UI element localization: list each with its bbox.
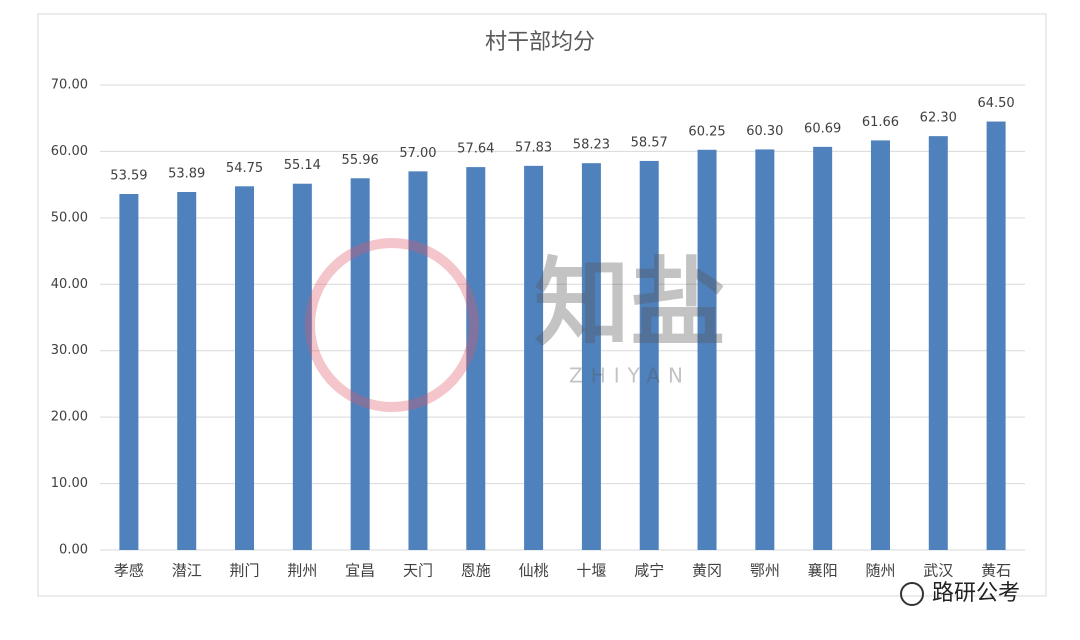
value-label: 60.30	[746, 124, 783, 139]
y-tick-label: 70.00	[51, 78, 88, 93]
x-tick-label: 咸宁	[634, 562, 664, 580]
x-tick-label: 恩施	[461, 562, 491, 580]
bar	[119, 194, 139, 551]
x-tick-label: 天门	[403, 562, 433, 580]
wechat-icon	[900, 582, 924, 606]
x-tick-label: 孝感	[114, 562, 144, 580]
account-name: 路研公考	[932, 581, 1020, 606]
y-tick-label: 0.00	[59, 543, 88, 558]
bar	[928, 136, 948, 550]
x-tick-label: 宜昌	[345, 562, 375, 580]
watermark-subtext: ZHIYAN	[569, 364, 691, 388]
y-tick-label: 60.00	[51, 144, 88, 159]
value-label: 58.23	[573, 138, 610, 153]
x-tick-label: 潜江	[172, 562, 202, 580]
x-tick-label: 武汉	[923, 562, 953, 580]
value-label: 53.89	[168, 167, 205, 182]
bar	[986, 121, 1006, 551]
bar	[755, 149, 775, 550]
value-label: 57.64	[457, 142, 494, 157]
bar	[581, 163, 601, 550]
x-tick-label: 十堰	[576, 562, 606, 580]
watermark-logo	[305, 238, 479, 412]
bar	[408, 171, 428, 550]
value-label: 57.00	[399, 146, 436, 161]
y-tick-label: 30.00	[51, 343, 88, 358]
value-label: 61.66	[862, 115, 899, 130]
value-label: 55.14	[284, 158, 321, 173]
bar	[350, 178, 370, 550]
value-label: 64.50	[977, 96, 1014, 111]
bar	[177, 192, 197, 551]
x-tick-label: 襄阳	[808, 562, 838, 580]
bar	[639, 160, 659, 550]
y-tick-label: 50.00	[51, 210, 88, 225]
x-tick-label: 黄石	[981, 562, 1011, 580]
bar	[466, 167, 486, 550]
bar	[813, 146, 833, 550]
bar	[524, 165, 544, 550]
bar	[292, 183, 312, 550]
x-tick-label: 黄冈	[692, 562, 722, 580]
watermark-text: 知盐	[534, 247, 726, 359]
bar	[235, 186, 255, 550]
x-tick-label: 鄂州	[750, 562, 780, 580]
value-label: 58.57	[631, 135, 668, 150]
plot-area: 0.00 10.00 20.00 30.00 40.00 50.00 60.00 70.00 孝…	[51, 78, 1025, 580]
value-label: 60.25	[688, 124, 725, 139]
value-label: 62.30	[920, 111, 957, 126]
bar	[870, 140, 890, 550]
watermark: 知盐 ZHIYAN	[305, 238, 726, 412]
x-tick-label: 随州	[865, 562, 895, 580]
y-tick-label: 10.00	[51, 476, 88, 491]
x-tick-label: 荆门	[230, 562, 260, 580]
value-label: 55.96	[342, 153, 379, 168]
value-label: 57.83	[515, 140, 552, 155]
x-tick-label: 荆州	[287, 562, 317, 580]
y-tick-label: 20.00	[51, 410, 88, 425]
chart-title: 村干部均分	[485, 30, 595, 55]
x-tick-label: 仙桃	[519, 562, 549, 580]
value-label: 54.75	[226, 161, 263, 176]
value-label: 60.69	[804, 121, 841, 136]
bar	[697, 149, 717, 550]
value-label: 53.59	[110, 169, 147, 184]
y-tick-label: 40.00	[51, 277, 88, 292]
